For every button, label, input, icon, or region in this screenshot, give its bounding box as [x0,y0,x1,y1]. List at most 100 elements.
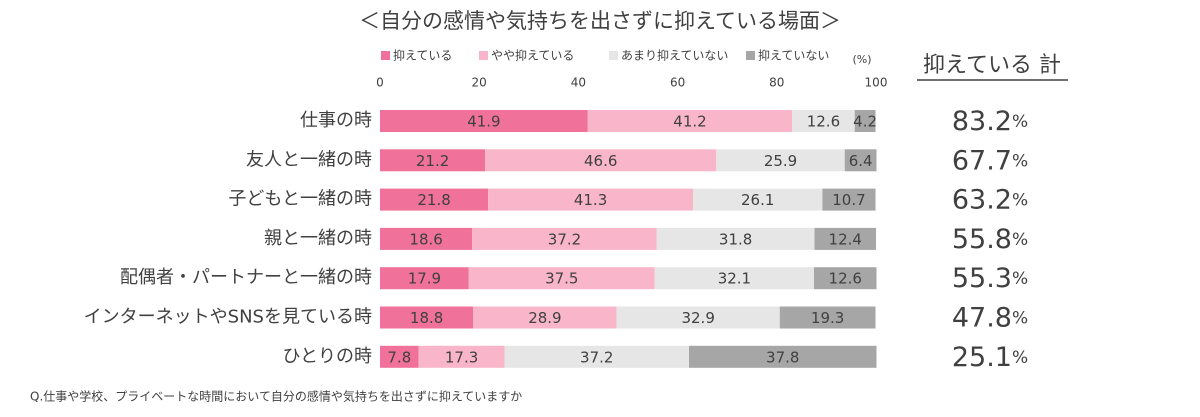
data-label: 41.2 [673,113,706,131]
totals-header: 抑えている 計 [923,53,1061,78]
data-label: 18.8 [410,309,443,327]
bar-segment [654,267,814,290]
bar-segment [488,188,693,211]
bar-segment [418,345,505,368]
total-unit: % [1012,230,1028,250]
total-label: 25.1% [952,341,1028,372]
bar-segment [814,227,876,250]
data-label: 10.7 [832,191,865,209]
legend-swatch [746,51,755,60]
total-value: 55.8 [952,223,1012,254]
data-label: 18.6 [409,230,442,248]
total-unit: % [1012,309,1028,329]
chart-title: ＜自分の感情や気持ちを出さずに抑えている場面＞ [359,9,841,33]
bar-segment [485,149,717,172]
unit-label: (%) [852,53,871,66]
legend-label: あまり抑えていない [621,48,728,63]
data-label: 32.9 [681,309,714,327]
bar-segment [616,306,780,329]
total-value: 25.1 [952,341,1012,372]
footnote: Q.仕事や学校、プライベートな時間において自分の感情や気持ちを出さずに抑えていま… [30,389,522,404]
data-label: 31.8 [719,230,752,248]
total-value: 47.8 [952,302,1012,333]
bar-segment [380,306,474,329]
data-label: 26.1 [741,191,774,209]
total-value: 63.2 [952,184,1012,215]
bar-segment [716,149,845,172]
bar-segment [692,188,823,211]
data-label: 17.3 [445,348,478,366]
data-label: 12.4 [829,230,862,248]
data-label: 21.8 [417,191,450,209]
total-unit: % [1012,151,1028,171]
bar-segment [844,149,877,172]
data-label: 21.2 [416,152,449,170]
bar-segment [380,149,486,172]
legend-label: 抑えていない [758,48,829,63]
total-unit: % [1012,269,1028,289]
bar-segment [380,267,469,290]
data-label: 4.2 [853,113,877,131]
data-label: 37.8 [766,348,799,366]
data-label: 28.9 [528,309,561,327]
legend-swatch [479,51,488,60]
bar-segment [792,110,855,132]
legend-swatch [381,51,390,60]
data-label: 12.6 [807,113,840,131]
total-value: 67.7 [952,145,1012,176]
total-value: 55.3 [952,263,1012,294]
total-label: 55.3% [952,263,1028,294]
x-tick-label: 80 [769,76,784,90]
bar-segment [504,345,690,368]
x-tick-label: 40 [571,76,586,90]
total-label: 47.8% [952,302,1028,333]
bar-segment [587,110,793,132]
y-tick-label: ひとりの時 [283,346,372,367]
data-label: 7.8 [387,348,411,366]
data-label: 19.3 [811,309,844,327]
y-tick-label: 友人と一緒の時 [246,149,372,170]
bar-segment [854,110,876,132]
x-tick-label: 20 [472,76,487,90]
y-tick-label: 配偶者・パートナーと一緒の時 [120,267,372,288]
x-tick-label: 0 [376,76,384,90]
data-label: 41.3 [574,191,607,209]
bar-segment [380,110,588,132]
legend-label: やや抑えている [491,48,574,63]
bar-segment [656,227,815,250]
y-tick-label: インターネットやSNSを見ている時 [84,307,372,328]
total-label: 67.7% [952,145,1028,176]
x-tick-label: 60 [670,76,685,90]
legend-label: 抑えている [393,48,452,63]
bar-segment [380,188,489,211]
data-label: 12.6 [829,270,862,288]
data-label: 37.2 [548,230,581,248]
bar-segment [380,345,419,368]
data-label: 17.9 [408,270,441,288]
bar-segment [473,306,617,329]
data-label: 6.4 [849,152,873,170]
bar-segment [380,227,473,250]
total-unit: % [1012,348,1028,368]
data-label: 41.9 [467,113,500,131]
bar-segment [689,345,877,368]
bar-segment [779,306,876,329]
y-tick-label: 仕事の時 [300,110,372,131]
bar-segment [468,267,655,290]
total-unit: % [1012,191,1028,211]
data-label: 46.6 [584,152,617,170]
data-label: 25.9 [764,152,797,170]
data-label: 37.5 [545,270,578,288]
x-tick-label: 100 [865,76,888,90]
bar-segment [814,267,877,290]
data-label: 32.1 [718,270,751,288]
bar-segment [822,188,876,211]
total-label: 55.8% [952,223,1028,254]
y-tick-label: 子どもと一緒の時 [228,189,372,210]
data-label: 37.2 [580,348,613,366]
total-label: 83.2% [952,106,1028,137]
total-value: 83.2 [952,106,1012,137]
bar-segment [472,227,657,250]
y-tick-label: 親と一緒の時 [264,228,372,249]
